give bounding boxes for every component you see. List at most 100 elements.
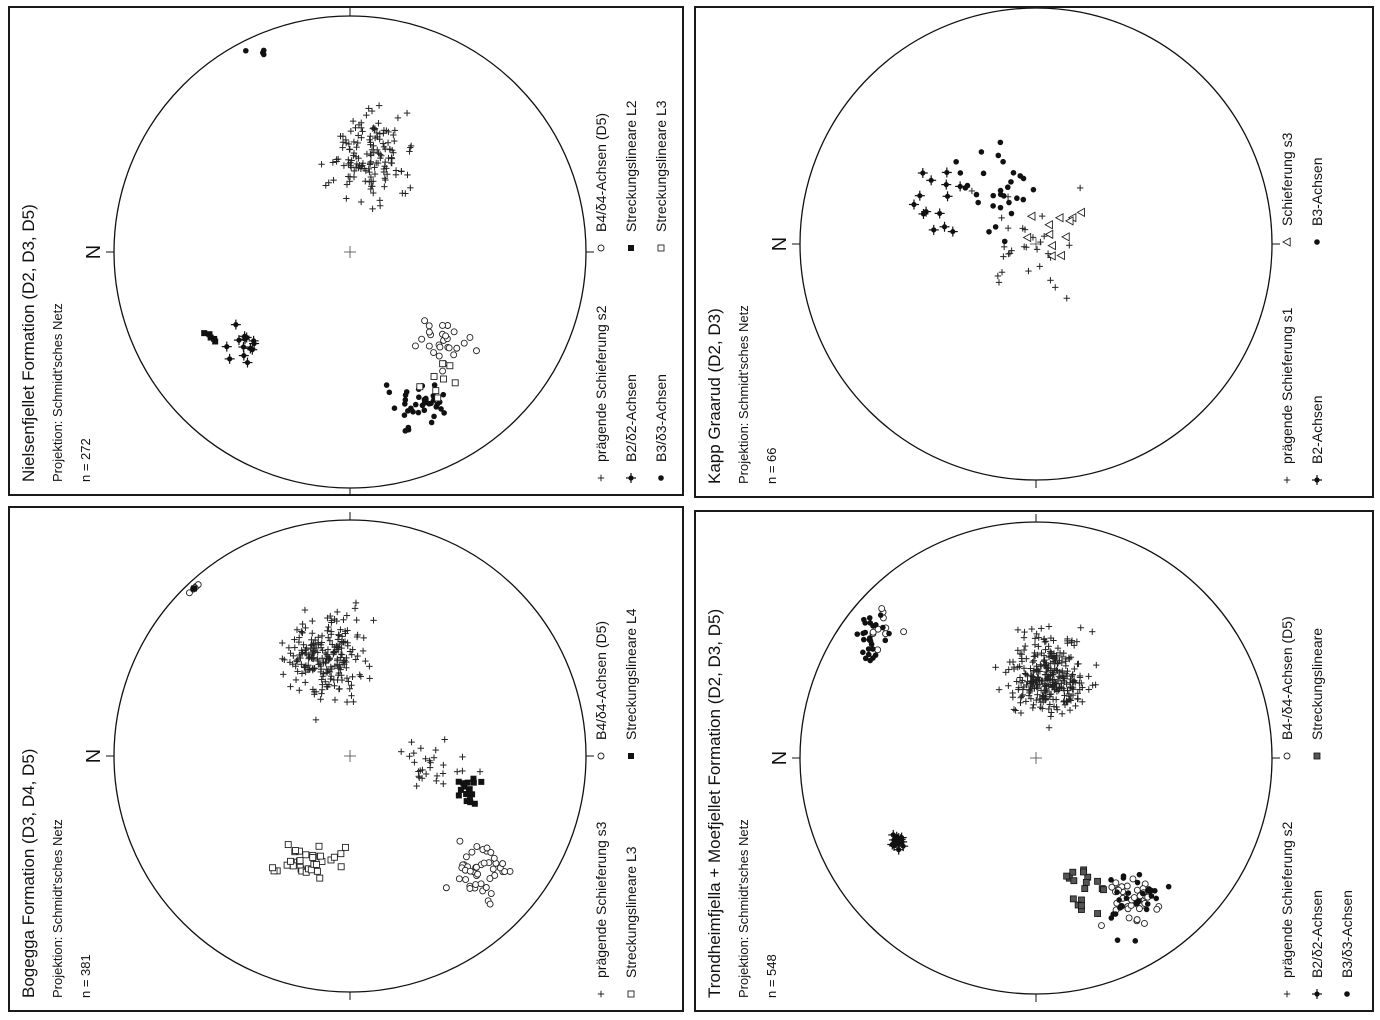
plus-marker	[408, 738, 415, 746]
open-circle-marker	[487, 890, 495, 898]
dot-marker	[1132, 938, 1139, 944]
dot-marker	[415, 409, 422, 416]
plus-marker	[1093, 661, 1100, 669]
dot-marker	[997, 204, 1004, 211]
dot-marker	[1143, 906, 1150, 913]
plus-marker	[1029, 704, 1037, 712]
dot-marker	[870, 646, 876, 652]
plus-marker	[348, 651, 355, 658]
dot-marker	[1010, 169, 1017, 176]
plus-marker	[1067, 683, 1074, 691]
dot-marker	[1153, 895, 1160, 902]
net-center	[1030, 752, 1042, 764]
open-circle-marker	[489, 865, 497, 873]
plus-marker	[1023, 681, 1030, 689]
plus-marker	[411, 759, 418, 766]
filled-square-marker	[470, 779, 477, 786]
open-square-marker	[296, 857, 304, 865]
plus-marker	[1017, 709, 1025, 717]
dot-marker	[1030, 186, 1037, 193]
dot-marker	[438, 406, 444, 412]
dot-marker	[867, 620, 874, 626]
plus-marker	[366, 136, 373, 144]
plus-marker	[366, 663, 373, 670]
legend-label: B4/δ4-Achsen (D5)	[593, 621, 609, 740]
plus-marker	[1058, 680, 1065, 687]
dot-marker	[997, 139, 1004, 146]
plus-marker	[328, 631, 335, 638]
plus-marker	[1017, 694, 1025, 701]
plus-marker	[294, 668, 301, 675]
open-circle-marker	[900, 628, 908, 636]
plus-marker	[343, 698, 351, 706]
dot-marker	[1344, 991, 1350, 997]
plus-marker	[314, 649, 321, 656]
net-center	[344, 246, 356, 258]
dot-marker	[1108, 877, 1114, 883]
projection-label: Projektion: Schmidt'sches Netz	[50, 303, 65, 482]
open-circle-marker	[418, 335, 426, 343]
open-circle-marker	[869, 628, 877, 636]
plus-marker	[338, 638, 345, 645]
plus-marker	[1050, 670, 1057, 678]
plus-marker	[367, 133, 374, 140]
plus-marker	[1031, 641, 1039, 648]
star-marker	[626, 473, 636, 483]
plus-marker	[331, 662, 339, 670]
plus-marker	[994, 272, 1002, 280]
plus-marker	[342, 139, 350, 147]
plus-marker	[392, 171, 400, 179]
dot-marker	[1135, 898, 1142, 904]
plus-marker	[376, 136, 383, 143]
plus-marker	[382, 145, 389, 153]
plus-marker	[343, 195, 350, 202]
plus-marker	[358, 119, 365, 126]
plus-marker	[1069, 679, 1076, 686]
dot-marker	[1001, 238, 1008, 245]
plus-marker	[1049, 669, 1056, 676]
plus-marker	[1041, 232, 1048, 240]
dot-marker	[405, 424, 412, 431]
open-square-marker	[302, 851, 310, 859]
legend-item: Streckungslineare L3	[623, 846, 639, 998]
dot-marker	[1020, 196, 1027, 203]
open-circle-marker	[482, 884, 490, 891]
open-circle-marker	[435, 352, 443, 360]
open-circle-marker	[480, 859, 488, 867]
plus-marker	[1020, 243, 1028, 250]
plus-marker	[375, 120, 382, 127]
filled-square-marker	[466, 786, 473, 793]
legend: prägende Schieferung s2 B4-/δ4-Achsen (D5…	[1279, 616, 1355, 999]
plus-marker	[380, 165, 388, 173]
plus-marker	[354, 652, 361, 660]
plus-marker	[385, 128, 392, 136]
plus-marker	[363, 150, 371, 158]
dot-marker	[990, 203, 996, 209]
grey-square-marker	[1070, 877, 1078, 885]
plus-marker	[388, 155, 396, 162]
plus-marker	[287, 683, 294, 690]
data-points	[185, 581, 514, 908]
legend-item: B2-Achsen	[1309, 396, 1325, 485]
open-square-marker	[269, 864, 277, 872]
plus-marker	[1034, 691, 1041, 698]
plus-marker	[354, 139, 361, 147]
plus-marker	[1076, 184, 1084, 192]
plus-marker	[317, 644, 325, 651]
open-circle-marker	[436, 343, 444, 351]
plus-marker	[1042, 646, 1049, 653]
legend: prägende Schieferung s3 B4/δ4-Achsen (D5)…	[593, 608, 639, 998]
legend-item: Schieferung s3	[1279, 132, 1295, 247]
grey-square-marker	[1080, 868, 1087, 876]
plus-marker	[299, 620, 306, 628]
dot-marker	[862, 655, 869, 662]
plus-marker	[298, 670, 306, 677]
net-center	[344, 750, 356, 762]
plus-marker	[378, 152, 385, 159]
dot-marker	[433, 404, 440, 410]
plus-marker	[359, 160, 367, 167]
plus-marker	[339, 144, 346, 151]
plus-marker	[1020, 646, 1028, 654]
plus-marker	[301, 664, 308, 671]
open-circle-marker	[450, 328, 458, 336]
